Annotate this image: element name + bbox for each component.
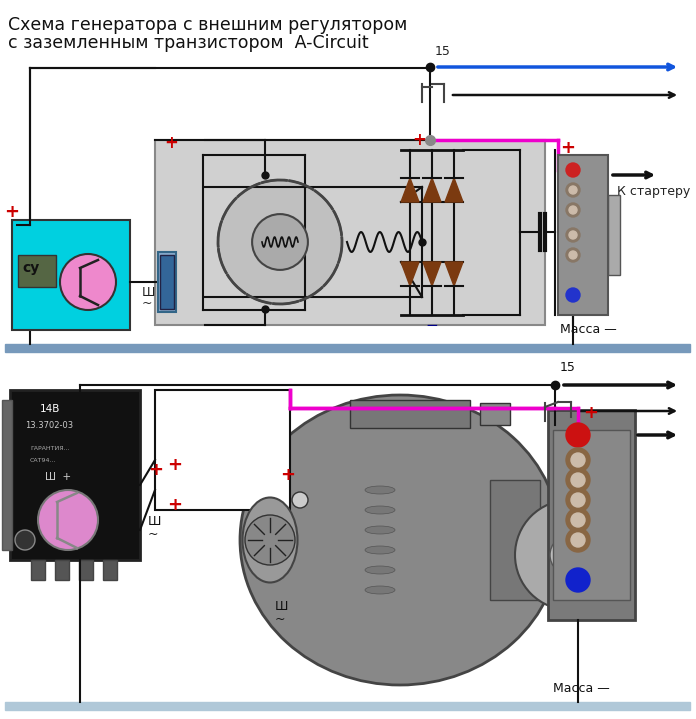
Text: +: + — [148, 461, 163, 479]
Text: К стартеру: К стартеру — [617, 185, 690, 198]
Circle shape — [566, 568, 590, 592]
Circle shape — [569, 206, 577, 214]
Circle shape — [566, 248, 580, 262]
Circle shape — [569, 166, 577, 174]
Bar — [350, 400, 470, 428]
Text: 15: 15 — [435, 45, 451, 58]
Circle shape — [571, 493, 585, 507]
Text: Ш: Ш — [142, 286, 155, 299]
Text: +: + — [280, 466, 295, 484]
Circle shape — [569, 231, 577, 239]
Circle shape — [566, 423, 590, 447]
Polygon shape — [423, 262, 441, 286]
Ellipse shape — [240, 395, 560, 685]
Polygon shape — [423, 178, 441, 202]
Text: +: + — [164, 134, 178, 152]
Bar — [608, 195, 620, 275]
Circle shape — [571, 453, 585, 467]
Circle shape — [60, 254, 116, 310]
Text: +: + — [4, 203, 19, 221]
Bar — [160, 255, 174, 309]
Circle shape — [566, 228, 580, 242]
Ellipse shape — [365, 546, 395, 554]
Circle shape — [566, 448, 590, 472]
Ellipse shape — [242, 498, 297, 582]
Text: су: су — [22, 261, 39, 275]
Text: ~: ~ — [275, 613, 285, 626]
Polygon shape — [401, 178, 419, 202]
Text: ~: ~ — [148, 528, 159, 541]
Text: Ш  +: Ш + — [45, 472, 71, 482]
Ellipse shape — [365, 526, 395, 534]
Bar — [480, 403, 510, 425]
Circle shape — [218, 180, 342, 304]
Bar — [10, 390, 140, 560]
Text: 14В: 14В — [40, 404, 61, 414]
Bar — [5, 702, 690, 710]
Text: +: + — [583, 404, 598, 422]
Bar — [490, 480, 540, 600]
Circle shape — [566, 508, 590, 532]
Text: ГАРАНТИЯ...: ГАРАНТИЯ... — [30, 446, 70, 451]
Ellipse shape — [365, 586, 395, 594]
Text: −: − — [425, 318, 438, 333]
Bar — [103, 560, 117, 580]
Text: Ш: Ш — [275, 600, 288, 613]
Polygon shape — [401, 262, 419, 286]
Text: CАТ94...: CАТ94... — [30, 458, 56, 463]
Polygon shape — [445, 178, 463, 202]
Circle shape — [566, 468, 590, 492]
Bar — [18, 255, 56, 287]
Ellipse shape — [365, 566, 395, 574]
Bar — [155, 390, 290, 510]
Circle shape — [571, 513, 585, 527]
Circle shape — [566, 528, 590, 552]
Circle shape — [566, 488, 590, 512]
Circle shape — [569, 186, 577, 194]
Circle shape — [245, 515, 295, 565]
Circle shape — [571, 533, 585, 547]
Polygon shape — [445, 262, 463, 286]
Text: +: + — [412, 131, 426, 149]
Text: +: + — [167, 456, 182, 474]
Circle shape — [566, 183, 580, 197]
Circle shape — [252, 214, 308, 270]
Circle shape — [550, 535, 590, 575]
Circle shape — [566, 203, 580, 217]
Text: Схема генератора с внешним регулятором: Схема генератора с внешним регулятором — [8, 16, 407, 34]
Circle shape — [571, 428, 585, 442]
Circle shape — [569, 291, 577, 299]
Circle shape — [569, 251, 577, 259]
Circle shape — [292, 492, 308, 508]
Text: Масса —: Масса — — [553, 682, 610, 695]
Bar — [79, 560, 93, 580]
Circle shape — [566, 288, 580, 302]
Bar — [548, 410, 635, 620]
Text: +: + — [560, 139, 575, 157]
Bar — [558, 155, 608, 315]
Bar — [158, 252, 176, 312]
Text: Масса —: Масса — — [560, 323, 617, 336]
Ellipse shape — [365, 486, 395, 494]
Text: Ш: Ш — [148, 515, 161, 528]
Circle shape — [38, 490, 98, 550]
Bar — [12, 220, 130, 330]
Bar — [5, 344, 690, 352]
Text: 15: 15 — [560, 361, 576, 374]
Bar — [2, 400, 12, 550]
Circle shape — [515, 500, 625, 610]
Bar — [55, 560, 69, 580]
Circle shape — [15, 530, 35, 550]
Circle shape — [571, 473, 585, 487]
Text: ~: ~ — [142, 297, 152, 310]
Bar — [553, 430, 630, 600]
Text: 13.3702-03: 13.3702-03 — [25, 421, 73, 430]
Bar — [155, 140, 545, 325]
Circle shape — [571, 573, 585, 587]
Text: с заземленным транзистором  A-Circuit: с заземленным транзистором A-Circuit — [8, 34, 369, 52]
Text: +: + — [167, 496, 182, 514]
Circle shape — [566, 163, 580, 177]
Bar — [31, 560, 45, 580]
Ellipse shape — [365, 506, 395, 514]
